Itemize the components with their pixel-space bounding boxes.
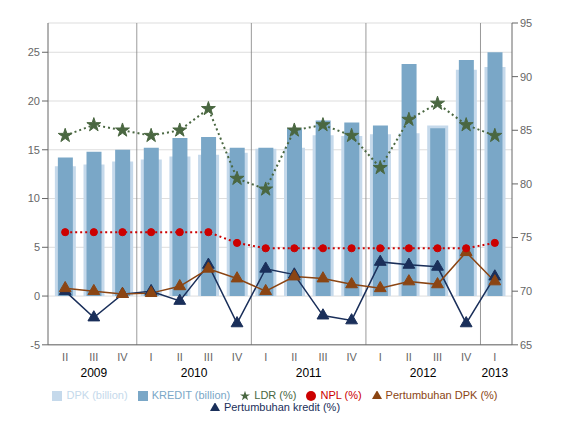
svg-text:IV: IV	[461, 351, 472, 363]
html-text:LDR (%): LDR (%)	[254, 388, 297, 401]
html-text:Pertumbuhan DPK (%): Pertumbuhan DPK (%)	[385, 388, 498, 401]
svg-text:85: 85	[520, 124, 532, 136]
svg-text:10: 10	[28, 192, 40, 204]
svg-text:2009: 2009	[80, 366, 107, 380]
svg-text:75: 75	[520, 231, 532, 243]
svg-text:IV: IV	[232, 351, 243, 363]
svg-text:95: 95	[520, 17, 532, 29]
svg-text:II: II	[177, 351, 183, 363]
svg-text:II: II	[291, 351, 297, 363]
svg-text:65: 65	[520, 339, 532, 351]
svg-text:I: I	[379, 351, 382, 363]
svg-text:90: 90	[520, 71, 532, 83]
svg-text:IV: IV	[117, 351, 128, 363]
svg-text:III: III	[89, 351, 98, 363]
html-text:KREDIT (billion): KREDIT (billion)	[151, 388, 231, 401]
svg-text:I: I	[264, 351, 267, 363]
svg-text:2011: 2011	[296, 366, 322, 380]
html-text:DPK (billion): DPK (billion)	[66, 388, 128, 401]
svg-text:I: I	[493, 351, 496, 363]
html-text:NPL (%): NPL (%)	[320, 388, 362, 401]
svg-text:III: III	[318, 351, 327, 363]
svg-text:20: 20	[28, 95, 40, 107]
svg-text:II: II	[62, 351, 68, 363]
svg-text:2012: 2012	[410, 366, 437, 380]
svg-text:III: III	[204, 351, 213, 363]
svg-text:-5: -5	[30, 339, 40, 351]
svg-text:15: 15	[28, 144, 40, 156]
svg-text:II: II	[406, 351, 412, 363]
svg-text:III: III	[433, 351, 442, 363]
svg-text:I: I	[150, 351, 153, 363]
svg-text:25: 25	[28, 46, 40, 58]
svg-text:IV: IV	[346, 351, 357, 363]
svg-text:0: 0	[34, 290, 40, 302]
svg-text:80: 80	[520, 178, 532, 190]
html-text:Pertumbuhan kredit (%): Pertumbuhan kredit (%)	[223, 400, 341, 413]
svg-text:5: 5	[34, 241, 40, 253]
svg-text:2013: 2013	[481, 366, 508, 380]
svg-text:2010: 2010	[181, 366, 208, 380]
svg-text:70: 70	[520, 285, 532, 297]
